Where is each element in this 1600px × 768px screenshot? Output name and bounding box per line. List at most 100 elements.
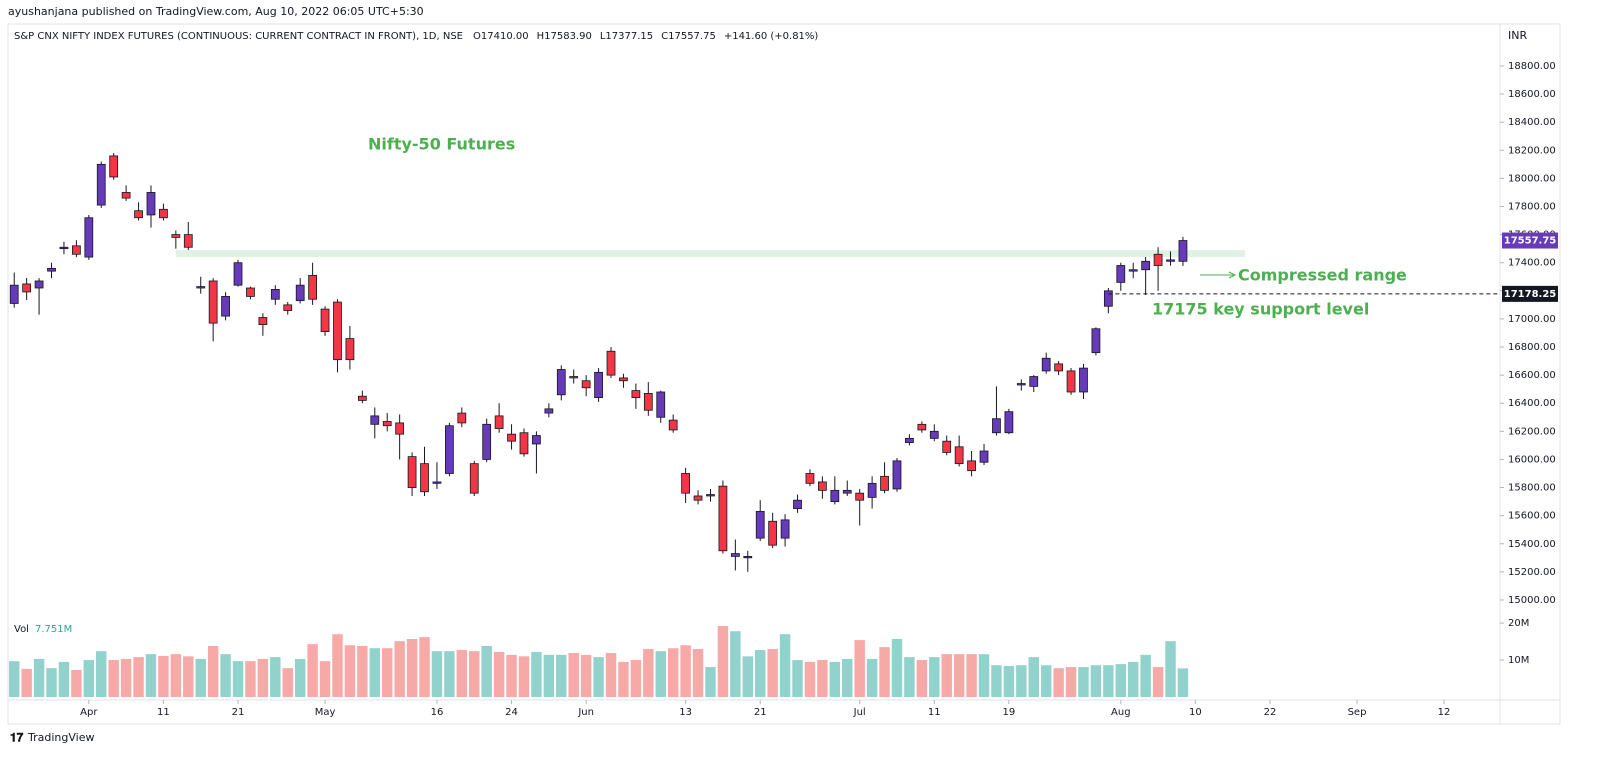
candle-body: [59, 246, 69, 250]
volume-bar: [469, 651, 480, 697]
candle-body: [246, 287, 255, 297]
volume-bar: [344, 645, 356, 697]
support-label: 17178.25: [1504, 289, 1557, 300]
volume-bar: [481, 646, 492, 697]
candle-body: [72, 245, 81, 255]
candle-body: [1079, 367, 1088, 393]
x-tick-label: Sep: [1348, 707, 1367, 718]
frame: [7, 23, 1561, 725]
volume-bar: [854, 640, 865, 697]
x-tick-label: Apr: [80, 707, 98, 718]
volume-bar: [991, 665, 1002, 697]
x-tick-label: 19: [1003, 707, 1016, 718]
candle-body: [606, 350, 616, 376]
volume-bar: [431, 651, 443, 697]
volume-bar: [319, 661, 331, 697]
annotation: Nifty-50 Futures: [368, 135, 515, 154]
volume-bar: [518, 656, 530, 697]
x-tick-label: 12: [1438, 707, 1451, 718]
x-tick-label: 10: [1189, 707, 1202, 718]
ohlc-label: L17377.15: [600, 31, 653, 42]
candle-body: [581, 380, 591, 389]
candle-body: [668, 419, 678, 431]
candle-body: [196, 286, 206, 289]
volume-bar: [531, 651, 542, 697]
candle-body: [1029, 376, 1039, 387]
range-band: [175, 250, 1246, 258]
volume-bar: [680, 645, 691, 697]
y-tick-label: 18800.00: [1508, 61, 1556, 72]
candle-body: [643, 392, 653, 411]
candle-body: [532, 435, 541, 445]
volume-bar: [792, 660, 803, 697]
candle-body: [1103, 290, 1113, 307]
volume-bar: [692, 648, 704, 697]
volume-bar: [232, 661, 244, 697]
candle-body: [1178, 240, 1188, 262]
candle-body: [432, 481, 442, 484]
annotation: Compressed range: [1238, 266, 1407, 285]
candle-body: [805, 473, 815, 484]
volume-bar: [779, 634, 791, 697]
candle-body: [445, 425, 454, 474]
candle-body: [221, 296, 230, 317]
volume-bar: [444, 651, 455, 697]
volume-bar: [245, 661, 256, 697]
y-tick-label: 15400.00: [1508, 539, 1556, 550]
volume-bar: [1003, 665, 1015, 697]
candle-body: [917, 423, 927, 431]
candle-body: [47, 267, 56, 272]
y-tick-label: 18400.00: [1508, 117, 1556, 128]
candle-body: [755, 511, 765, 539]
candle-body: [1128, 269, 1138, 272]
support-label-box: [1502, 285, 1558, 302]
candle-body: [270, 289, 280, 300]
volume-bar: [618, 661, 629, 697]
candle-body: [507, 433, 516, 442]
y-tick-label: 15800.00: [1508, 483, 1556, 494]
candle-body: [979, 450, 989, 463]
volume-bar: [953, 654, 965, 697]
volume-bar: [108, 660, 119, 697]
candle-body: [718, 485, 728, 552]
x-tick-label: Jul: [853, 707, 866, 718]
volume-bar: [929, 657, 940, 697]
y-tick-label: 15200.00: [1508, 567, 1556, 578]
candle-body: [619, 377, 628, 382]
candle-body: [556, 369, 566, 396]
volume-tick-label: 10M: [1508, 655, 1529, 666]
volume-bar: [630, 660, 642, 697]
volume-bar: [580, 654, 592, 697]
candle-body: [656, 391, 666, 418]
last-price-box: [1502, 232, 1558, 249]
volume-bar: [866, 658, 878, 697]
ohlc-label: O17410.00: [473, 31, 529, 42]
x-tick-label: 21: [232, 707, 245, 718]
volume-bar: [1177, 668, 1189, 697]
volume-bar: [394, 641, 405, 697]
candle-body: [818, 481, 827, 491]
volume-bar: [46, 668, 57, 697]
volume-last: 7.751M: [35, 624, 72, 635]
candle-body: [730, 553, 740, 557]
volume-bar: [941, 654, 952, 697]
volume-bar: [506, 654, 517, 697]
x-tick-label: 11: [928, 707, 941, 718]
candle-body: [345, 338, 355, 361]
volume-bar: [966, 654, 977, 697]
candle-body: [482, 423, 492, 460]
x-tick-label: Jun: [577, 707, 594, 718]
candle-body: [395, 422, 405, 435]
volume-bar: [1140, 654, 1151, 697]
candle-body: [830, 489, 840, 502]
candle-body: [942, 440, 952, 453]
volume-bar: [1165, 641, 1176, 697]
candle-body: [929, 430, 939, 439]
y-tick-label: 18600.00: [1508, 89, 1556, 100]
volume-bar: [133, 657, 144, 697]
candle-body: [1016, 383, 1026, 386]
candle-body: [793, 499, 802, 510]
volume-bar: [183, 656, 194, 697]
candle-body: [544, 408, 554, 414]
